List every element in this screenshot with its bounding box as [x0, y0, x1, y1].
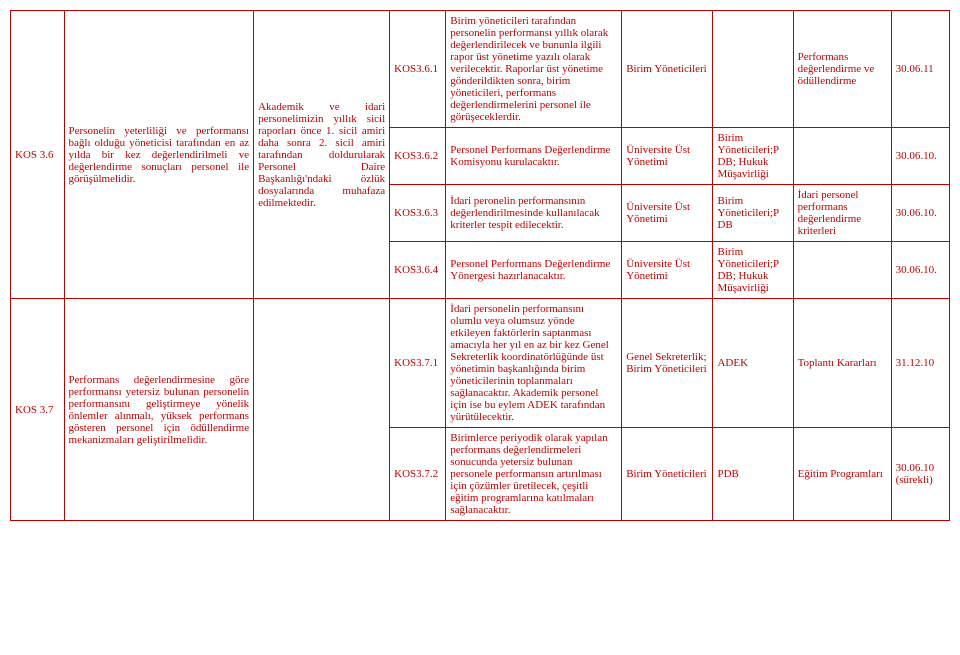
output: Performans değerlendirme ve ödüllendirme — [793, 11, 891, 128]
sub-row: KOS3.6.4 Personel Performans Değerlendir… — [390, 242, 949, 299]
output: Toplantı Kararları — [793, 299, 891, 428]
group-code: KOS 3.6 — [11, 11, 65, 299]
group-notes: Akademik ve idari personelimizin yıllık … — [254, 11, 390, 299]
group-code: KOS 3.7 — [11, 299, 65, 521]
subrows-table: KOS3.6.1 Birim yöneticileri tarafından p… — [390, 11, 949, 298]
table-row: KOS 3.7 Performans değerlendirmesine gör… — [11, 299, 950, 521]
output — [793, 242, 891, 299]
date: 30.06.10. — [891, 242, 949, 299]
sub-code: KOS3.6.3 — [390, 185, 446, 242]
responsible: Üniversite Üst Yönetimi — [622, 185, 713, 242]
sub-code: KOS3.7.2 — [390, 428, 446, 521]
sub-code: KOS3.6.4 — [390, 242, 446, 299]
action-text: Birimlerce periyodik olarak yapılan perf… — [446, 428, 622, 521]
subrows-table: KOS3.7.1 İdari personelin performansını … — [390, 299, 949, 520]
sub-row: KOS3.6.2 Personel Performans Değerlendir… — [390, 128, 949, 185]
output — [793, 128, 891, 185]
responsible: Birim Yöneticileri — [622, 428, 713, 521]
date: 30.06.11 — [891, 11, 949, 128]
action-text: İdari personelin performansını olumlu ve… — [446, 299, 622, 428]
date: 30.06.10. — [891, 128, 949, 185]
responsible: Üniversite Üst Yönetimi — [622, 242, 713, 299]
sub-row: KOS3.7.1 İdari personelin performansını … — [390, 299, 949, 428]
collaborator: Birim Yöneticileri;P DB — [713, 185, 793, 242]
collaborator: ADEK — [713, 299, 793, 428]
action-text: Personel Performans Değerlendirme Yönerg… — [446, 242, 622, 299]
standards-table: KOS 3.6 Personelin yeterliliği ve perfor… — [10, 10, 950, 521]
action-text: Personel Performans Değerlendirme Komisy… — [446, 128, 622, 185]
output: İdari personel performans değerlendirme … — [793, 185, 891, 242]
group-description: Personelin yeterliliği ve performansı ba… — [64, 11, 254, 299]
output: Eğitim Programları — [793, 428, 891, 521]
action-text: Birim yöneticileri tarafından personelin… — [446, 11, 622, 128]
sub-code: KOS3.6.1 — [390, 11, 446, 128]
collaborator: Birim Yöneticileri;P DB; Hukuk Müşavirli… — [713, 128, 793, 185]
table-row: KOS 3.6 Personelin yeterliliği ve perfor… — [11, 11, 950, 299]
sub-row: KOS3.6.3 İdari peronelin performansının … — [390, 185, 949, 242]
group-description: Performans değerlendirmesine göre perfor… — [64, 299, 254, 521]
action-text: İdari peronelin performansının değerlend… — [446, 185, 622, 242]
collaborator: PDB — [713, 428, 793, 521]
sub-code: KOS3.7.1 — [390, 299, 446, 428]
date: 30.06.10 (sürekli) — [891, 428, 949, 521]
collaborator: Birim Yöneticileri;P DB; Hukuk Müşavirli… — [713, 242, 793, 299]
responsible: Birim Yöneticileri — [622, 11, 713, 128]
date: 30.06.10. — [891, 185, 949, 242]
group-notes — [254, 299, 390, 521]
sub-code: KOS3.6.2 — [390, 128, 446, 185]
collaborator — [713, 11, 793, 128]
sub-row: KOS3.7.2 Birimlerce periyodik olarak yap… — [390, 428, 949, 521]
sub-row: KOS3.6.1 Birim yöneticileri tarafından p… — [390, 11, 949, 128]
responsible: Üniversite Üst Yönetimi — [622, 128, 713, 185]
date: 31.12.10 — [891, 299, 949, 428]
responsible: Genel Sekreterlik; Birim Yöneticileri — [622, 299, 713, 428]
